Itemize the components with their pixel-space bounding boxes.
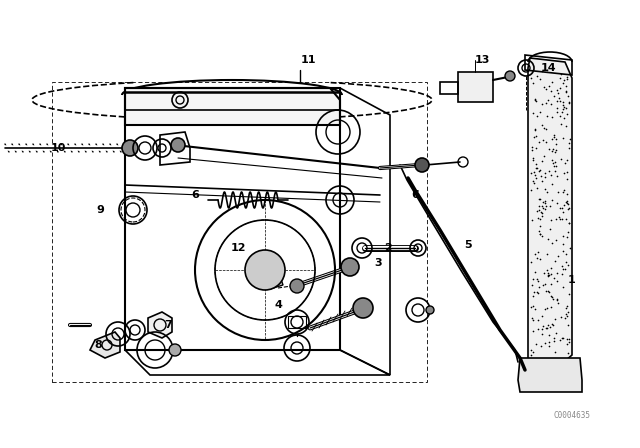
Circle shape [245, 250, 285, 290]
Circle shape [122, 140, 138, 156]
Circle shape [169, 344, 181, 356]
Circle shape [505, 71, 515, 81]
Circle shape [341, 258, 359, 276]
Text: 6: 6 [411, 190, 419, 200]
Polygon shape [90, 332, 120, 358]
Polygon shape [458, 72, 493, 102]
Bar [52, 82, 427, 382]
Text: 10: 10 [51, 143, 66, 153]
Text: 5: 5 [464, 240, 472, 250]
Polygon shape [528, 58, 572, 370]
Text: 13: 13 [474, 55, 490, 65]
Circle shape [290, 279, 304, 293]
Text: 9: 9 [96, 205, 104, 215]
Circle shape [426, 306, 434, 314]
Polygon shape [267, 276, 283, 289]
Text: 14: 14 [540, 63, 556, 73]
Text: 3: 3 [374, 258, 382, 268]
Polygon shape [518, 358, 582, 392]
Text: 7: 7 [164, 320, 172, 330]
Text: 12: 12 [230, 243, 246, 253]
Text: 4: 4 [274, 300, 282, 310]
Circle shape [171, 138, 185, 152]
Text: 11: 11 [300, 55, 316, 65]
Text: C0004635: C0004635 [554, 410, 591, 419]
Circle shape [415, 158, 429, 172]
Polygon shape [125, 88, 340, 125]
Polygon shape [148, 312, 172, 338]
Circle shape [353, 298, 373, 318]
Text: 1: 1 [568, 275, 576, 285]
Text: 8: 8 [94, 340, 102, 350]
Text: 6: 6 [191, 190, 199, 200]
Text: 2: 2 [384, 243, 392, 253]
